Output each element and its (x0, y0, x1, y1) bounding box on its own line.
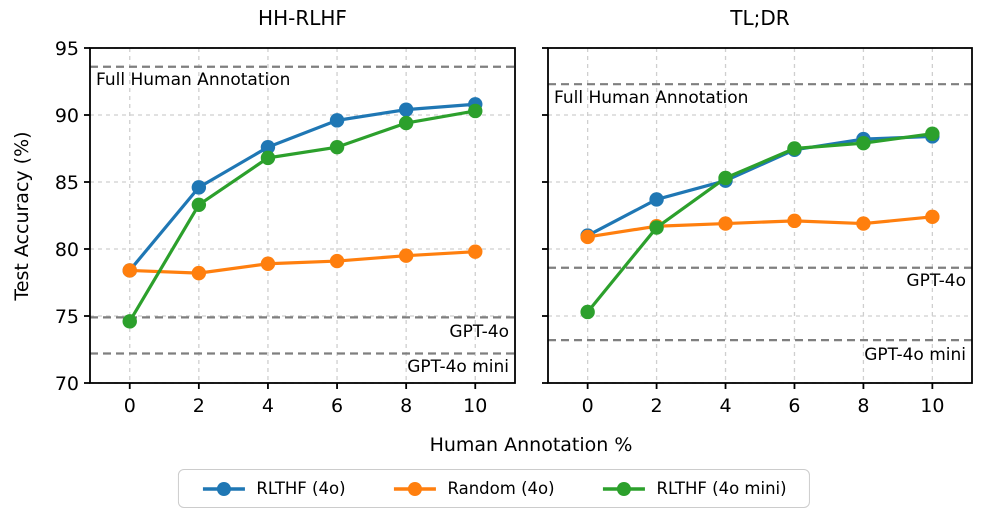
x-tick-label: 0 (582, 395, 594, 417)
series-line (129, 250, 476, 275)
y-tick-label: 70 (55, 373, 79, 395)
legend-marker-random-4o-icon (393, 481, 436, 496)
legend: RLTHF (4o) Random (4o) RLTHF (4o mini) (177, 469, 810, 508)
annotation-gpt4o-mini-left: GPT-4o mini (407, 357, 509, 377)
data-point (122, 263, 137, 278)
y-tick-label: 90 (55, 105, 79, 127)
y-tick-label: 80 (55, 239, 79, 261)
x-tick-label: 0 (124, 395, 136, 417)
data-point (580, 304, 595, 320)
legend-item-rlthf-4o-mini: RLTHF (4o mini) (601, 479, 787, 498)
legend-item-rlthf-4o: RLTHF (4o) (200, 479, 346, 498)
x-tick-label: 8 (400, 395, 412, 417)
annotation-gpt4o-mini-right: GPT-4o mini (864, 345, 966, 365)
x-tick-label: 8 (857, 395, 869, 417)
annotation-full-human-right: Full Human Annotation (554, 88, 749, 108)
data-point (718, 170, 733, 186)
annotation-gpt4o-left: GPT-4o (449, 322, 509, 342)
series-line (586, 132, 933, 313)
legend-label-random-4o: Random (4o) (447, 479, 555, 498)
series-line (128, 102, 476, 272)
annotation-gpt4o-right: GPT-4o (906, 271, 966, 291)
data-point (398, 102, 414, 117)
data-point (856, 135, 871, 151)
data-point (329, 253, 345, 269)
x-tick-label: 10 (463, 395, 487, 417)
chart-title-hh-rlhf: HH-RLHF (258, 6, 347, 30)
data-point (329, 139, 345, 155)
y-tick-label: 95 (55, 38, 79, 60)
chart-panel: 0 2 4 6 8 10 (542, 47, 973, 417)
y-tick-label: 75 (55, 306, 79, 328)
data-point (718, 216, 733, 231)
x-tick-label: 4 (719, 395, 731, 417)
x-tick-label: 6 (331, 395, 343, 417)
data-point (856, 216, 871, 231)
x-tick-label: 4 (262, 395, 274, 417)
data-point (580, 229, 595, 245)
y-axis-label: Test Accuracy (%) (11, 131, 33, 301)
data-point (122, 314, 137, 329)
data-point (329, 113, 345, 128)
data-point (468, 103, 483, 119)
legend-marker-rlthf-4o-icon (202, 481, 245, 496)
chart-panel: 0 2 4 6 8 10 70 75 80 85 90 95 (55, 38, 516, 417)
data-point (191, 197, 207, 212)
x-tick-label: 2 (651, 395, 663, 417)
x-tick-label: 6 (788, 395, 800, 417)
charts-canvas: 0 2 4 6 8 10 70 75 80 85 90 95 0 2 4 6 8 10 (55, 38, 973, 417)
data-point (398, 248, 414, 263)
data-point (649, 220, 664, 235)
legend-label-rlthf-4o: RLTHF (4o) (256, 479, 346, 498)
legend-item-random-4o: Random (4o) (392, 479, 555, 498)
data-point (925, 126, 940, 141)
data-point (787, 213, 802, 229)
data-point (260, 256, 276, 271)
x-tick-label: 2 (193, 395, 205, 417)
annotation-full-human-left: Full Human Annotation (96, 70, 291, 90)
series-line (586, 134, 933, 238)
plot-border (547, 47, 973, 384)
x-tick-label: 10 (920, 395, 944, 417)
data-point (649, 192, 664, 207)
data-point (260, 150, 276, 166)
legend-marker-rlthf-4o-mini-icon (602, 481, 645, 496)
plot-border (89, 47, 516, 384)
legend-label-rlthf-4o-mini: RLTHF (4o mini) (656, 479, 787, 498)
x-axis-label: Human Annotation % (429, 434, 633, 456)
series-line (587, 215, 933, 239)
data-point (191, 180, 207, 195)
data-point (468, 244, 483, 259)
data-point (260, 139, 276, 155)
data-point (787, 141, 802, 156)
data-point (191, 265, 207, 281)
series-line (128, 109, 476, 323)
data-point (398, 115, 414, 131)
data-point (925, 209, 940, 225)
chart-title-tldr: TL;DR (730, 6, 790, 30)
y-tick-label: 85 (55, 172, 79, 194)
